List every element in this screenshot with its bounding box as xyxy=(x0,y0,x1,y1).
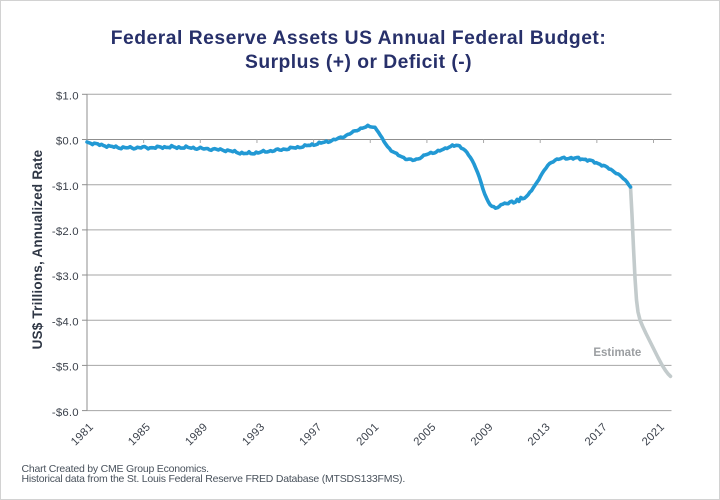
svg-text:US$ Trillions, Annualized Rate: US$ Trillions, Annualized Rate xyxy=(30,149,45,349)
svg-text:1985: 1985 xyxy=(126,421,153,448)
svg-text:-$2.0: -$2.0 xyxy=(52,226,79,238)
svg-text:-$5.0: -$5.0 xyxy=(52,362,79,374)
svg-text:1981: 1981 xyxy=(69,421,96,448)
svg-text:1997: 1997 xyxy=(297,421,324,448)
svg-text:1989: 1989 xyxy=(183,421,210,448)
svg-text:2017: 2017 xyxy=(583,421,610,448)
svg-text:2009: 2009 xyxy=(469,421,496,448)
svg-text:$1.0: $1.0 xyxy=(56,91,79,103)
svg-text:1993: 1993 xyxy=(240,421,267,448)
svg-text:-$6.0: -$6.0 xyxy=(52,407,79,419)
svg-text:$0.0: $0.0 xyxy=(56,136,79,148)
svg-text:2001: 2001 xyxy=(355,421,382,448)
svg-text:2021: 2021 xyxy=(640,421,667,448)
svg-text:-$1.0: -$1.0 xyxy=(52,181,79,193)
svg-text:2005: 2005 xyxy=(412,421,439,448)
svg-text:-$3.0: -$3.0 xyxy=(52,271,79,283)
svg-text:-$4.0: -$4.0 xyxy=(52,316,79,328)
svg-text:Estimate: Estimate xyxy=(593,347,641,359)
svg-text:2013: 2013 xyxy=(526,421,553,448)
